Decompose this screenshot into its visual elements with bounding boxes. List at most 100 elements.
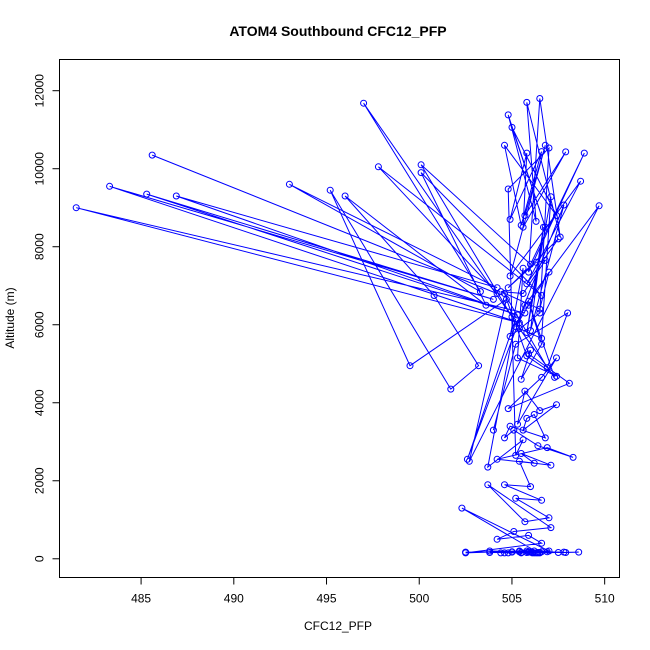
x-tick-label: 510 [595,592,615,606]
data-point [521,309,529,317]
data-point [510,528,518,535]
data-point [475,362,483,370]
data-point [577,177,585,185]
data-point [493,290,501,297]
data-point [497,549,505,557]
data-point [536,407,544,415]
data-point [482,301,490,309]
data-point [556,233,564,241]
data-point [564,309,572,317]
data-point [543,364,551,372]
data-point [562,549,570,556]
data-point [553,212,560,219]
x-axis: 485 490 495 500 505 510 [131,577,615,606]
data-point [538,148,546,156]
data-point [536,305,544,313]
data-point [504,111,512,119]
data-point [501,141,508,149]
data-point [484,481,492,489]
data-point [519,290,527,297]
data-point [106,182,114,190]
data-point [508,123,516,131]
data-point [504,185,512,193]
data-point [285,180,293,188]
data-point [515,457,523,465]
data-point [486,547,494,555]
data-point [547,461,555,469]
data-point [143,190,151,198]
x-tick-label: 505 [502,592,522,606]
data-point [517,549,525,557]
data-point [148,151,156,159]
data-point [417,169,425,177]
y-tick-label: 6000 [33,311,47,338]
data-point [512,315,520,323]
data-point [519,223,527,231]
x-axis-label: CFC12_PFP [304,619,372,633]
data-point [504,549,512,557]
data-point [512,451,520,459]
data-point [525,297,533,305]
data-point [326,186,334,194]
data-point [501,481,508,489]
data-point [521,301,529,309]
data-point [527,483,534,491]
y-tick-label: 10000 [33,152,47,186]
data-point [374,163,382,171]
data-point [538,373,546,381]
data-lines [76,98,600,554]
data-point [506,215,514,223]
data-point [430,292,438,299]
data-point [506,332,514,340]
data-point [565,379,573,387]
data-point [538,340,546,348]
data-point [497,288,505,296]
x-tick-label: 500 [409,592,429,606]
data-point [360,99,368,107]
data-point [515,548,523,556]
data-point [538,292,546,299]
data-point [514,354,521,362]
data-point [476,288,484,296]
data-point [545,268,553,276]
data-point [580,149,588,157]
data-point [506,272,514,280]
data-point [536,549,544,556]
x-tick-label: 490 [224,592,244,606]
data-point [525,301,533,309]
data-point [465,457,473,465]
data-point [538,496,546,504]
y-tick-label: 8000 [33,233,47,260]
x-tick-label: 495 [317,592,337,606]
data-point [543,444,551,452]
data-point [512,340,520,348]
data-point [541,434,549,442]
data-point [523,329,531,336]
x-tick-label: 485 [131,592,151,606]
y-tick-label: 4000 [33,389,47,416]
data-point [536,95,544,102]
y-tick-label: 0 [33,555,47,562]
data-point [504,284,512,292]
data-point [521,387,529,395]
y-tick-label: 2000 [33,467,47,494]
data-point [532,258,540,266]
data-point [512,494,520,502]
data-point [489,295,497,303]
data-point [504,405,512,413]
data-point [508,548,516,556]
data-point [517,221,525,229]
data-point [521,518,529,526]
data-points [72,95,603,557]
data-point [484,463,492,471]
data-point [519,264,527,272]
data-point [341,192,349,200]
data-point [458,504,466,512]
y-axis: 0 2000 4000 6000 8000 10000 12000 [33,74,60,562]
data-point [521,212,529,219]
data-point [540,223,547,231]
data-point [560,201,568,209]
data-point [510,426,518,434]
data-point [595,202,603,210]
